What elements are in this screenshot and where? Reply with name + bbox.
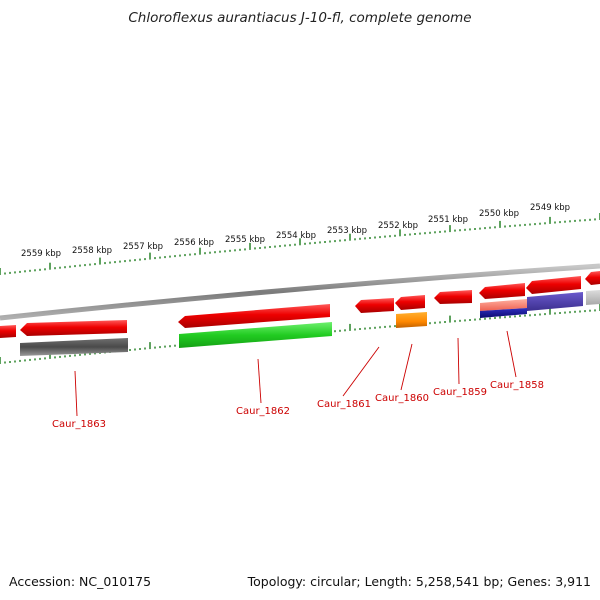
feature-bar-purple[interactable] (527, 292, 583, 311)
outer-scale-track (0, 213, 600, 275)
gene-label-caur-1860[interactable]: Caur_1860 (375, 393, 429, 404)
scale-label: 2552 kbp (378, 221, 418, 231)
gene-label-caur-1858[interactable]: Caur_1858 (490, 380, 544, 391)
feature-bar-gray[interactable] (20, 338, 128, 356)
gene-arrow-caur-1857[interactable] (526, 276, 581, 294)
feature-track (20, 290, 600, 356)
feature-bar-green[interactable] (179, 322, 332, 348)
scale-label: 2551 kbp (428, 215, 468, 225)
scale-label: 2553 kbp (327, 226, 367, 236)
gene-arrow-caur-1859[interactable] (434, 290, 472, 304)
scale-label: 2559 kbp (21, 249, 61, 259)
scale-label: 2557 kbp (123, 242, 163, 252)
gene-label-caur-1861[interactable]: Caur_1861 (317, 399, 371, 410)
feature-bar-salmon[interactable] (480, 299, 527, 311)
scale-label: 2555 kbp (225, 235, 265, 245)
gene-labels: Caur_1863 Caur_1862 Caur_1861 Caur_1860 … (52, 380, 544, 430)
genome-summary-text: Topology: circular; Length: 5,258,541 bp… (247, 574, 591, 589)
scale-label: 2549 kbp (530, 203, 570, 213)
gene-arrow-caur-1861[interactable] (355, 298, 394, 313)
gene-arrow-caur-1862[interactable] (178, 304, 330, 328)
cds-track (0, 271, 600, 338)
accession-text: Accession: NC_010175 (9, 574, 152, 589)
leader-line (506, 330, 517, 378)
leader-line (400, 343, 413, 391)
gene-label-caur-1862[interactable]: Caur_1862 (236, 406, 290, 417)
feature-bar-orange[interactable] (396, 312, 427, 328)
genome-backbone (0, 263, 600, 321)
scale-label: 2550 kbp (479, 209, 519, 219)
scale-label: 2558 kbp (72, 246, 112, 256)
scale-labels: 2559 kbp 2558 kbp 2557 kbp 2556 kbp 2555… (21, 203, 570, 259)
scale-label: 2556 kbp (174, 238, 214, 248)
leader-line (457, 337, 460, 385)
scale-label: 2554 kbp (276, 231, 316, 241)
gene-arrow-caur-1858[interactable] (479, 283, 525, 299)
leader-line (74, 370, 78, 417)
gene-arrow-caur-1864[interactable] (0, 325, 16, 338)
map-title: Chloroflexus aurantiacus J-10-fl, comple… (128, 10, 472, 26)
gene-label-caur-1859[interactable]: Caur_1859 (433, 387, 487, 398)
leader-line (257, 358, 262, 404)
gene-label-caur-1863[interactable]: Caur_1863 (52, 419, 106, 430)
gene-arrow-caur-1856[interactable] (585, 271, 600, 285)
gene-arrow-caur-1860[interactable] (395, 295, 425, 310)
feature-bar-navy[interactable] (480, 308, 527, 318)
gene-label-leaders (74, 330, 517, 417)
feature-bar-lightgray[interactable] (586, 290, 600, 305)
gene-arrow-caur-1863[interactable] (20, 320, 127, 336)
leader-line (342, 346, 380, 397)
